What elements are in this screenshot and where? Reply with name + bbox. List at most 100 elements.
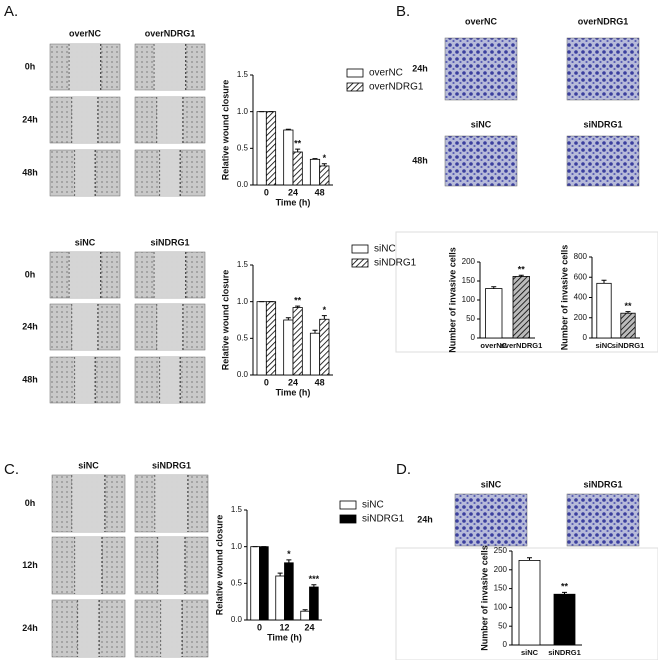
image-row-label: 48h <box>412 155 428 165</box>
panel-frame <box>395 547 658 660</box>
image-row-label: 24h <box>22 321 38 331</box>
x-tick-label: 24 <box>288 377 298 387</box>
wound-area <box>72 97 98 143</box>
y-tick-label: 100 <box>494 603 508 612</box>
image-column-label: overNC <box>69 28 102 38</box>
significance: ** <box>561 582 569 592</box>
image-column-label: siNC <box>75 237 96 247</box>
panel-label: D. <box>396 461 411 478</box>
panel-label: B. <box>396 3 410 20</box>
wound-area <box>155 475 188 532</box>
y-tick-label: 0 <box>503 640 508 649</box>
bar <box>319 318 330 376</box>
x-tick-label: 0 <box>264 377 269 387</box>
y-tick-label: 400 <box>574 293 588 302</box>
panel-frame <box>395 231 658 353</box>
y-tick-label: 200 <box>494 565 508 574</box>
significance: ** <box>624 301 632 311</box>
wound-area <box>154 44 186 90</box>
y-axis-label: Relative wound closure <box>220 270 230 371</box>
bar <box>553 593 576 646</box>
significance: * <box>323 305 327 315</box>
bar <box>256 111 267 186</box>
y-tick-label: 1.5 <box>237 260 249 269</box>
image-row-label: 0h <box>25 269 36 279</box>
error-bar <box>295 148 301 152</box>
y-axis-label: Relative wound closure <box>220 80 230 181</box>
legend-label: siNC <box>374 244 396 255</box>
wound-area <box>74 537 103 594</box>
y-tick-label: 200 <box>574 313 588 322</box>
wound-area <box>69 44 101 90</box>
error-bar <box>527 557 532 561</box>
bar <box>275 575 285 621</box>
bar <box>319 165 330 186</box>
x-tick-label: overNC <box>480 341 507 350</box>
y-tick-label: 0.5 <box>237 333 249 342</box>
y-tick-label: 0 <box>583 333 588 342</box>
x-tick-label: 48 <box>315 377 325 387</box>
legend-swatch <box>339 514 357 524</box>
x-tick-label: siNDRG1 <box>612 341 645 350</box>
bar <box>309 586 319 621</box>
legend-label: siNDRG1 <box>374 258 417 269</box>
bar <box>284 562 294 621</box>
bar <box>300 610 310 621</box>
image-column-label: siNDRG1 <box>583 119 622 129</box>
bar <box>620 312 636 339</box>
image-column-label: siNC <box>481 479 502 489</box>
bar <box>256 301 267 376</box>
wound-area <box>154 252 186 298</box>
error-bar <box>562 591 567 595</box>
panel-label: C. <box>4 461 19 478</box>
image-row-label: 0h <box>25 498 36 508</box>
error-bar <box>518 274 524 277</box>
image-column-label: siNC <box>471 119 492 129</box>
y-tick-label: 1.0 <box>237 107 249 116</box>
image-column-label: siNDRG1 <box>583 479 622 489</box>
image-row-label: 24h <box>22 623 38 633</box>
bar <box>309 332 321 376</box>
significance: ** <box>294 295 302 305</box>
legend-swatch <box>339 500 357 510</box>
y-tick-label: 0.0 <box>237 370 249 379</box>
significance: *** <box>309 574 320 584</box>
y-tick-label: 50 <box>466 314 475 323</box>
significance: ** <box>518 265 526 275</box>
x-tick-label: siNDRG1 <box>548 648 581 657</box>
image-column-label: siNDRG1 <box>150 237 189 247</box>
y-tick-label: 1.0 <box>231 542 243 551</box>
y-axis-label: Number of invasive cells <box>447 247 457 353</box>
x-tick-label: overNDRG1 <box>500 341 542 350</box>
error-bar <box>625 311 631 314</box>
wound-area <box>77 600 100 657</box>
legend-label: overNDRG1 <box>369 82 424 93</box>
x-tick-label: 0 <box>264 187 269 197</box>
legend-label: overNC <box>369 68 403 79</box>
y-tick-label: 0.0 <box>237 180 249 189</box>
wound-area <box>74 357 96 403</box>
panel-label: A. <box>4 3 18 20</box>
image-column-label: overNDRG1 <box>578 16 629 26</box>
wound-area <box>72 475 105 532</box>
bar <box>265 111 277 186</box>
legend-swatch <box>346 68 364 78</box>
wound-area <box>157 537 186 594</box>
image-column-label: overNC <box>465 16 498 26</box>
bar <box>309 158 321 186</box>
y-tick-label: 1.0 <box>237 297 249 306</box>
x-tick-label: 24 <box>288 187 298 197</box>
x-tick-label: 0 <box>257 622 262 632</box>
x-axis-label: Time (h) <box>267 632 302 642</box>
legend-label: siNC <box>362 500 384 511</box>
legend-swatch <box>351 244 369 254</box>
y-tick-label: 1.5 <box>237 70 249 79</box>
y-tick-label: 250 <box>494 546 508 555</box>
image-row-label: 48h <box>22 374 38 384</box>
y-tick-label: 0.5 <box>231 578 243 587</box>
y-tick-label: 600 <box>574 272 588 281</box>
x-tick-label: 48 <box>315 187 325 197</box>
micrograph <box>444 135 518 187</box>
wound-area <box>157 97 183 143</box>
